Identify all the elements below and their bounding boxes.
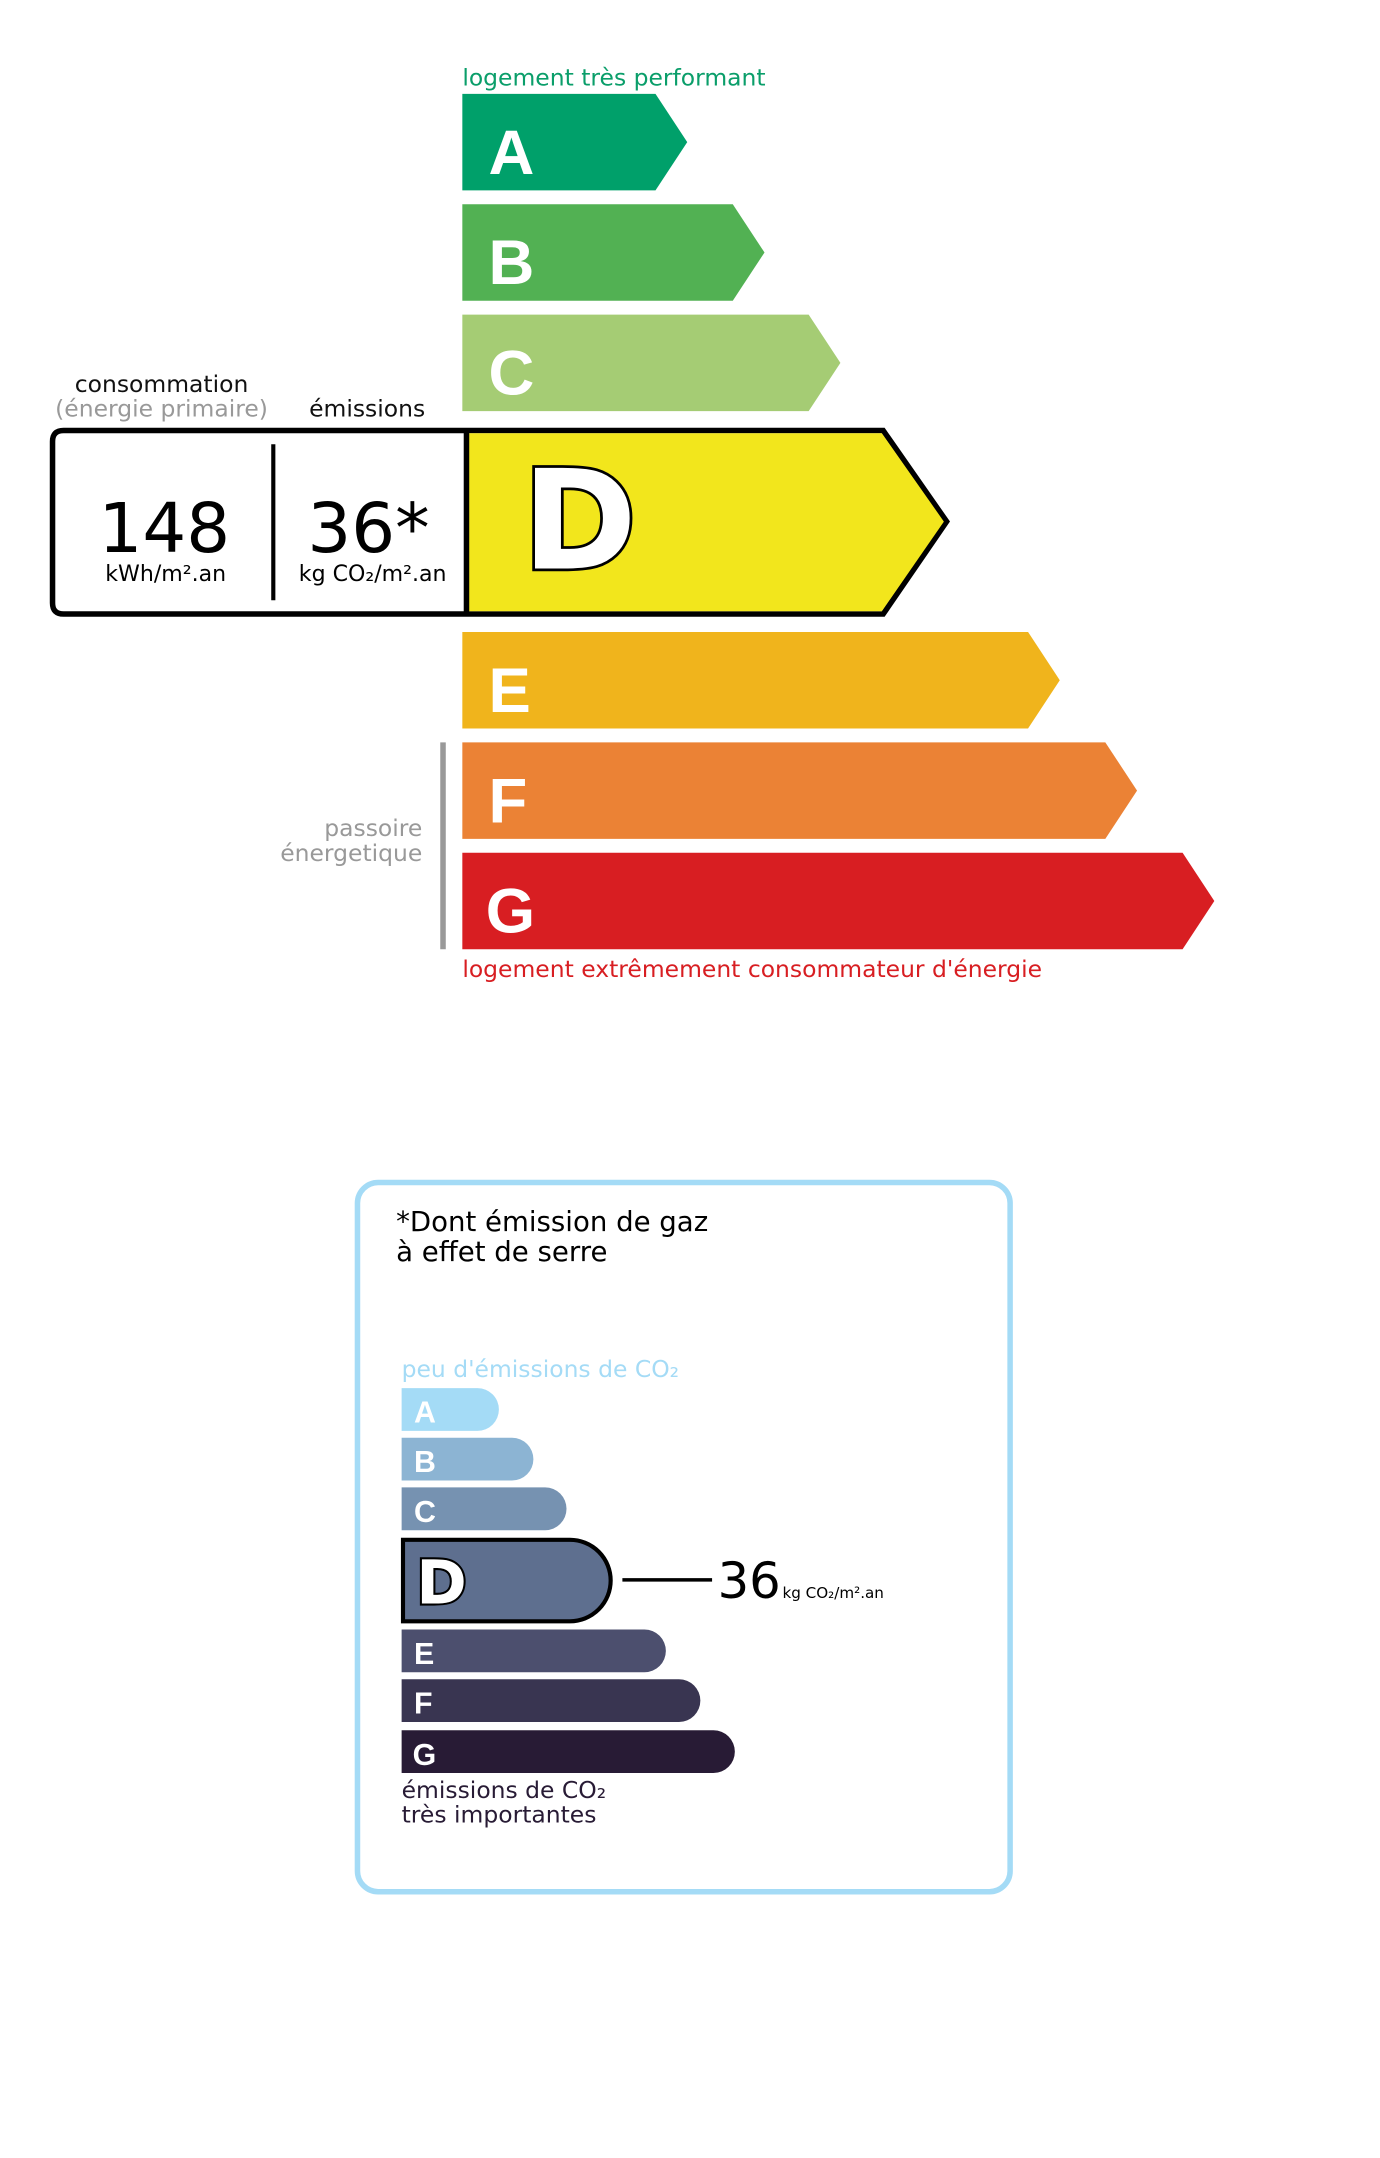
consumption-value: 148 [98,489,230,569]
passoire-label-2: énergetique [280,839,422,867]
consumption-header: consommation [75,370,249,398]
emissions-unit: kg CO₂/m².an [299,562,447,587]
ghg-title-1: *Dont émission de gaz [396,1205,708,1238]
energy-class-e: E [462,631,1060,729]
class-letter: B [414,1446,436,1479]
ghg-unit: kg CO₂/m².an [782,1584,883,1602]
top-label: logement très performant [462,64,765,92]
ghg-class-e: E [401,1629,666,1673]
class-letter: E [489,656,531,726]
ghg-bottom-label-2: très importantes [402,1801,597,1829]
ghg-class-b: B [401,1437,534,1481]
class-letter: A [414,1397,436,1430]
ghg-class-c: C [401,1487,567,1531]
ghg-bottom-label-1: émissions de CO₂ [402,1776,607,1804]
class-letter: E [414,1638,434,1671]
current-class-d: D 148 kWh/m².an 36* kg CO₂/m².an [49,427,950,617]
emissions-value: 36* [307,489,429,569]
class-letter: C [489,339,535,409]
ghg-value: 36 [718,1552,781,1610]
ghg-class-a: A [401,1388,499,1431]
class-letter: G [486,877,535,947]
energy-class-f: F [462,742,1138,839]
ghg-class-g: G [401,1730,735,1774]
passoire-label-1: passoire [324,814,422,842]
class-letter: F [489,766,528,836]
class-letter: A [489,118,535,188]
class-letter: B [489,228,535,298]
energy-class-b: B [462,204,765,301]
class-letter: G [413,1739,437,1772]
ghg-current-class-d: D [400,1537,613,1624]
energy-class-c: C [462,314,841,412]
class-letter: F [414,1688,433,1721]
current-class-letter: D [416,1548,466,1618]
current-class-letter: D [522,440,637,601]
consumption-unit: kWh/m².an [105,562,226,587]
bottom-label: logement extrêmement consommateur d'éner… [462,955,1042,983]
class-letter: C [414,1496,436,1529]
consumption-subheader: (énergie primaire) [55,395,268,423]
ghg-top-label: peu d'émissions de CO₂ [402,1355,679,1383]
ghg-title-2: à effet de serre [396,1235,607,1268]
energy-class-g: G [462,852,1215,950]
emissions-header: émissions [309,395,425,423]
energy-class-a: A [462,93,688,191]
ghg-class-f: F [401,1679,701,1722]
